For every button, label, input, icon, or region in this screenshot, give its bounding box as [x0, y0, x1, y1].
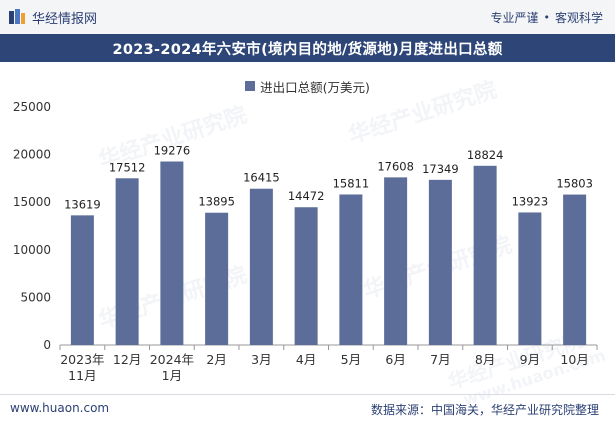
brand-name: 华经情报网: [32, 11, 98, 27]
x-tick-label: 12月: [113, 352, 141, 367]
legend-label: 进出口总额(万美元): [260, 79, 370, 95]
legend-swatch: [245, 81, 256, 91]
dot-separator-icon: •: [543, 11, 550, 24]
x-tick-label: 11月: [68, 368, 96, 383]
bar: [473, 165, 497, 345]
bar: [115, 178, 139, 345]
x-tick-label: 8月: [475, 352, 495, 367]
tagline-left: 专业严谨: [490, 11, 539, 25]
bar: [294, 207, 318, 345]
y-tick-label: 0: [43, 338, 51, 352]
x-tick-label: 2024年: [150, 352, 194, 367]
huajing-logo-icon: [9, 9, 25, 24]
bar-value-label: 13895: [198, 195, 235, 209]
x-tick-label: 6月: [385, 352, 405, 367]
x-tick-label: 4月: [296, 352, 316, 367]
bar-value-label: 15803: [556, 177, 593, 191]
bar: [339, 194, 363, 345]
y-tick-label: 5000: [20, 290, 51, 304]
x-tick-label: 9月: [520, 352, 540, 367]
bar-value-label: 18824: [467, 148, 504, 162]
x-tick-label: 1月: [162, 368, 182, 383]
x-tick-label: 10月: [560, 352, 588, 367]
bar-value-label: 15811: [333, 176, 370, 190]
y-tick-label: 20000: [13, 148, 51, 162]
brand: 华经情报网: [8, 7, 97, 27]
bar: [205, 212, 229, 345]
footer-divider: [0, 394, 615, 395]
chart-legend: 进出口总额(万美元): [0, 78, 615, 95]
x-tick-label: 3月: [251, 352, 271, 367]
x-tick-label: 2023年: [60, 352, 104, 367]
bar-value-label: 17349: [422, 162, 459, 176]
bar: [518, 212, 542, 345]
bar-value-label: 14472: [288, 189, 325, 203]
bar: [70, 215, 94, 345]
footer-url: www.huaon.com: [10, 401, 110, 415]
y-tick-label: 15000: [13, 195, 51, 209]
bar-value-label: 17512: [109, 160, 146, 174]
bar-value-label: 13619: [64, 197, 101, 211]
chart-title: 2023-2024年六安市(境内目的地/货源地)月度进出口总额: [0, 34, 615, 62]
tagline-right: 客观科学: [554, 11, 603, 25]
tagline: 专业严谨 • 客观科学: [490, 9, 603, 26]
bar-value-label: 19276: [154, 143, 191, 157]
top-bar: 华经情报网 专业严谨 • 客观科学: [0, 0, 615, 34]
x-tick-label: 2月: [206, 352, 226, 367]
bar: [160, 161, 184, 345]
bar-value-label: 13923: [512, 194, 549, 208]
y-tick-label: 10000: [13, 243, 51, 257]
bar: [563, 194, 587, 345]
bar-value-label: 16415: [243, 171, 280, 185]
y-tick-label: 25000: [13, 100, 51, 114]
bar: [384, 177, 408, 345]
footer-source: 数据来源：中国海关，华经产业研究院整理: [370, 403, 599, 417]
x-tick-label: 5月: [341, 352, 361, 367]
bar-value-label: 17608: [377, 159, 414, 173]
bar: [249, 188, 273, 345]
bar: [428, 179, 452, 345]
x-tick-label: 7月: [430, 352, 450, 367]
